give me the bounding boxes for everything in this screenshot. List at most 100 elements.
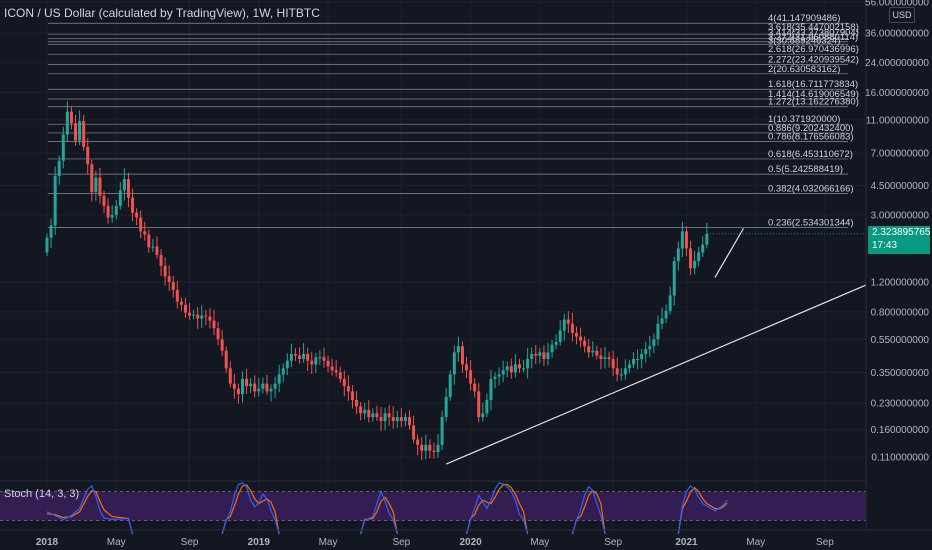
candle-body [224,350,228,369]
candle-body [619,374,623,376]
candle-body [74,123,78,141]
candle-body [595,350,599,356]
candle-body [387,413,391,418]
candle-body [249,383,253,387]
candle-body [350,391,354,400]
candle-body [69,111,73,124]
candle-body [652,339,656,347]
bar-countdown: 17:43 [872,240,898,251]
fib-level-label: 0.786(8.176566083) [768,132,854,143]
last-price-tag: 2.323895765 17:43 [868,226,930,254]
candle-body [587,346,591,353]
candle-body [448,374,452,397]
candle-body [139,217,143,232]
candle-body [546,352,550,360]
candle-body [196,314,200,319]
price-tick-label: 36.000000000 [865,29,929,40]
price-tick-label: 7.000000000 [871,148,930,159]
candle-body [660,318,664,324]
candle-body [363,409,367,414]
candle-body [216,328,220,340]
candle-body [701,244,705,253]
candle-body [273,383,277,389]
candle-body [232,383,236,389]
candle-body [45,237,49,253]
candle-body [627,364,631,369]
candle-body [155,246,159,255]
candle-body [424,444,428,451]
candle-body [208,316,212,321]
candle-body [579,336,583,341]
last-price: 2.323895765 [872,227,931,238]
fib-level-label: 1(10.371920000) [768,114,840,125]
candle-body [489,378,493,400]
fib-level-label: 2(20.630583162) [768,64,840,75]
time-tick-label: 2019 [248,537,271,548]
candle-body [49,225,53,238]
candle-body [143,231,147,235]
candle-body [648,346,652,350]
candle-body [106,205,110,218]
time-tick-label: Sep [604,537,622,548]
candle-body [473,383,477,392]
fib-level-label: 1.272(13.162276380) [768,97,859,108]
candle-body [403,417,407,422]
candle-body [530,353,534,360]
candle-body [668,295,672,311]
candle-body [672,261,676,296]
candle-body [159,254,163,266]
candle-body [534,353,538,356]
candle-body [200,315,204,319]
time-tick-label: May [319,537,338,548]
candle-body [705,233,709,245]
candle-body [163,265,167,277]
candle-body [570,323,574,333]
time-axis[interactable]: 2018 May Sep 2019 May Sep 2020 May Sep 2021 May Sep [0,529,932,548]
candle-body [179,301,183,305]
currency-button[interactable]: USD [889,7,915,23]
candle-body [118,190,122,206]
candle-body [175,289,179,302]
candle-body [326,360,330,367]
candle-body [318,357,322,359]
price-tick-label: 1.200000000 [871,278,930,289]
candle-body [644,349,648,354]
candle-body [501,370,505,375]
time-tick-label: May [746,537,765,548]
candle-body [550,344,554,353]
candles [45,101,866,461]
candle-body [359,406,363,414]
candle-body [428,444,432,451]
candle-body [126,179,130,198]
price-tick-label: 24.000000000 [865,58,929,69]
price-tick-label: 0.800000000 [871,307,930,318]
time-tick-label: 2020 [459,537,482,548]
fib-level-label: 0.5(5.242588419) [768,164,843,175]
time-tick-label: 2021 [675,537,698,548]
price-tick-label: 11.000000000 [866,115,930,126]
candle-body [228,368,232,384]
candle-body [640,353,644,360]
candle-body [497,374,501,377]
fib-level-label: 4(41.147909486) [768,13,840,24]
candle-body [481,413,485,418]
candle-body [265,383,269,392]
candle-body [379,417,383,422]
price-axis[interactable]: 56.000000000 36.000000000 24.000000000 16.0… [865,0,932,550]
fib-level-label: 3(30.889246324) [768,35,840,46]
candle-body [416,439,420,445]
grid-lines [0,0,866,530]
stoch-pane: 80.0060.00 [0,478,932,535]
candle-body [395,417,399,422]
candle-body [253,383,257,392]
candle-body [61,134,65,161]
candle-body [420,444,424,451]
price-tick-label: 0.550000000 [871,335,930,346]
candle-body [493,376,497,379]
candle-body [383,413,387,422]
trendlines[interactable] [445,228,866,465]
candle-body [599,355,603,360]
stoch-legend[interactable]: Stoch (14, 3, 3) [4,488,80,500]
